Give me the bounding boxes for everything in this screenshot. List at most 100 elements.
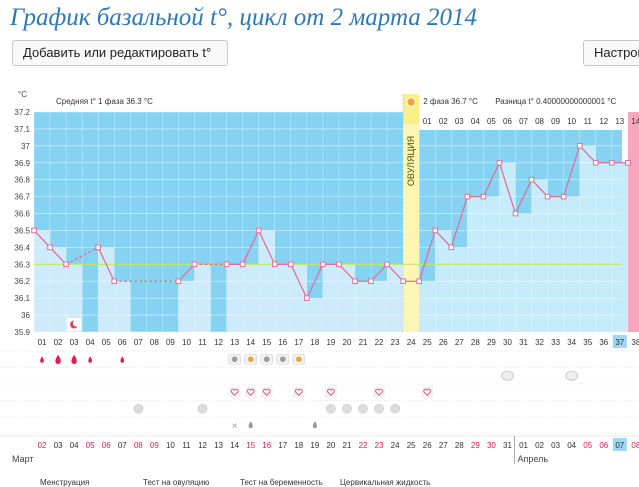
mucus-drop-icon (312, 421, 317, 429)
temperature-column (178, 281, 195, 332)
temperature-point (288, 261, 294, 268)
temperature-segment (418, 230, 436, 282)
phase2-header (419, 94, 622, 112)
cycle-day-label: 06 (118, 338, 127, 347)
y-tick-label: 35.9 (14, 328, 30, 337)
date-label: 02 (38, 441, 47, 450)
add-temperature-button[interactable]: Добавить или редактировать t° (12, 40, 228, 66)
temperature-segment (482, 162, 501, 197)
temperature-point (63, 261, 69, 268)
heart-box (228, 386, 241, 398)
y-tick-label: 36.5 (14, 226, 30, 235)
temperature-segment (49, 246, 67, 265)
menstruation-drop-icon (71, 354, 77, 364)
temperature-segment (33, 230, 51, 248)
temperature-segment (97, 247, 115, 282)
y-tick-label: 36.9 (14, 159, 30, 168)
phase2-day-header (419, 112, 622, 130)
month-label: Март (12, 454, 34, 464)
date-label: 07 (615, 441, 624, 450)
heart-box (292, 386, 305, 398)
temperature-segment (338, 263, 356, 282)
date-label: 29 (471, 441, 480, 450)
date-label: 28 (455, 441, 464, 450)
cycle-day-label: 32 (535, 338, 544, 347)
cycle-day-label: 18 (310, 338, 319, 347)
phase1-label: Средняя t° 1 фаза 36.3 °C (56, 97, 153, 106)
ovulation-label: ОВУЛЯЦИЯ (406, 136, 416, 186)
ovulation-band: ОВУЛЯЦИЯ (403, 94, 420, 332)
date-label: 20 (326, 441, 335, 450)
y-axis-label: °C (18, 90, 27, 99)
temperature-column (50, 247, 67, 332)
difference-label: Разница t° 0.40000000000001 °C (495, 97, 616, 106)
pregnancy-test-icon (565, 370, 579, 381)
cycle-day-label: 16 (278, 338, 287, 347)
phase2-day-label: 04 (471, 117, 480, 126)
heart-icon (327, 388, 335, 396)
ovulation-column-lower (403, 124, 420, 332)
date-label: 27 (439, 441, 448, 450)
date-label: 01 (519, 441, 528, 450)
heart-icon (375, 388, 383, 396)
y-tick-label: 36 (21, 311, 30, 320)
temperature-segment (498, 162, 517, 214)
temperature-segment (386, 263, 404, 282)
heart-box (244, 386, 257, 398)
temperature-segment (290, 264, 308, 299)
settings-button[interactable]: Настройки (583, 40, 639, 66)
chart-background-columns (34, 94, 639, 332)
temperature-point (271, 261, 278, 268)
phase2-day-label: 06 (503, 117, 512, 126)
y-tick-label: 37.2 (14, 108, 30, 117)
phase1-header (34, 94, 404, 112)
heart-box (260, 386, 273, 398)
temperature-point (560, 193, 567, 200)
y-tick-label: 37.1 (14, 125, 30, 134)
temperature-point (368, 278, 374, 285)
temperature-segment (370, 263, 388, 282)
cycle-day-label: 19 (326, 338, 335, 347)
cycle-day-label: 29 (487, 338, 496, 347)
date-label: 14 (230, 441, 239, 450)
today-day-box (612, 335, 627, 348)
temperature-segment (177, 263, 195, 282)
date-label: 23 (375, 441, 384, 450)
pregnancy-test-icon (501, 370, 514, 381)
date-label: 26 (423, 441, 432, 450)
date-label: 10 (166, 441, 175, 450)
legend-item: Менструация (40, 478, 89, 487)
temperature-point (320, 261, 326, 268)
menstruation-drop-icon (55, 354, 61, 364)
menstruation-drop-icon (88, 356, 93, 363)
phase2-day-label: 08 (535, 117, 544, 126)
date-label: 06 (102, 441, 111, 450)
cervical-mucus-icon (358, 403, 368, 414)
date-label: 06 (599, 441, 608, 450)
temperature-point (592, 159, 599, 166)
cycle-day-label: 15 (262, 338, 271, 347)
heart-icon (423, 388, 432, 396)
phase2-day-label: 13 (615, 117, 624, 126)
y-tick-label: 36.4 (14, 243, 30, 252)
date-label: 05 (583, 441, 592, 450)
y-tick-label: 36.2 (14, 277, 30, 286)
cycle-day-label: 04 (86, 338, 95, 347)
temperature-segment (579, 145, 597, 164)
cross-icon: × (232, 421, 238, 432)
cycle-day-label: 37 (615, 338, 624, 347)
cycle-day-label: 17 (294, 338, 303, 347)
date-label: 04 (70, 441, 79, 450)
temperature-point (496, 159, 503, 166)
temperature-point (47, 244, 53, 251)
cycle-day-label: 38 (631, 338, 639, 347)
date-label: 19 (310, 441, 319, 450)
cycle-day-label: 12 (214, 338, 223, 347)
month-label: Апрель (518, 454, 549, 464)
mucus-drop-icon (248, 421, 253, 429)
temperature-segment (514, 179, 533, 214)
date-label: 18 (294, 441, 303, 450)
temperature-point (544, 193, 551, 200)
temperature-point (528, 176, 535, 183)
y-tick-label: 36.8 (14, 176, 30, 185)
